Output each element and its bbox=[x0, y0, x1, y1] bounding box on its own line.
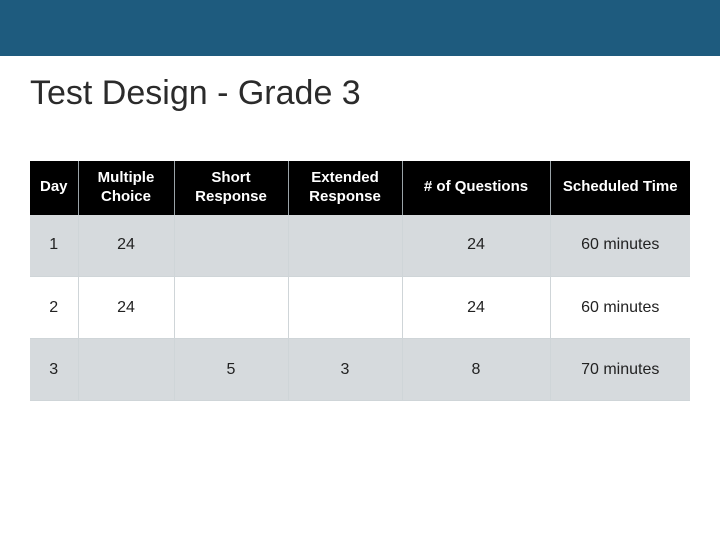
cell-sr bbox=[174, 277, 288, 339]
table-row: 3 5 3 8 70 minutes bbox=[30, 339, 690, 401]
cell-sr bbox=[174, 215, 288, 277]
table-row: 1 24 24 60 minutes bbox=[30, 215, 690, 277]
col-header-extended-response: Extended Response bbox=[288, 161, 402, 215]
col-header-num-questions: # of Questions bbox=[402, 161, 550, 215]
col-header-day: Day bbox=[30, 161, 78, 215]
test-design-table: Day Multiple Choice Short Response Exten… bbox=[30, 161, 690, 401]
cell-er bbox=[288, 215, 402, 277]
col-header-short-response: Short Response bbox=[174, 161, 288, 215]
cell-st: 60 minutes bbox=[550, 277, 690, 339]
cell-st: 70 minutes bbox=[550, 339, 690, 401]
col-header-scheduled-time: Scheduled Time bbox=[550, 161, 690, 215]
cell-er: 3 bbox=[288, 339, 402, 401]
cell-mc: 24 bbox=[78, 215, 174, 277]
cell-day: 2 bbox=[30, 277, 78, 339]
page-title: Test Design - Grade 3 bbox=[0, 56, 720, 113]
cell-nq: 24 bbox=[402, 277, 550, 339]
table-row: 2 24 24 60 minutes bbox=[30, 277, 690, 339]
cell-nq: 24 bbox=[402, 215, 550, 277]
header-band bbox=[0, 0, 720, 56]
cell-mc bbox=[78, 339, 174, 401]
cell-day: 3 bbox=[30, 339, 78, 401]
cell-day: 1 bbox=[30, 215, 78, 277]
cell-st: 60 minutes bbox=[550, 215, 690, 277]
cell-mc: 24 bbox=[78, 277, 174, 339]
table-container: Day Multiple Choice Short Response Exten… bbox=[0, 113, 720, 401]
col-header-multiple-choice: Multiple Choice bbox=[78, 161, 174, 215]
cell-nq: 8 bbox=[402, 339, 550, 401]
cell-sr: 5 bbox=[174, 339, 288, 401]
table-header-row: Day Multiple Choice Short Response Exten… bbox=[30, 161, 690, 215]
cell-er bbox=[288, 277, 402, 339]
